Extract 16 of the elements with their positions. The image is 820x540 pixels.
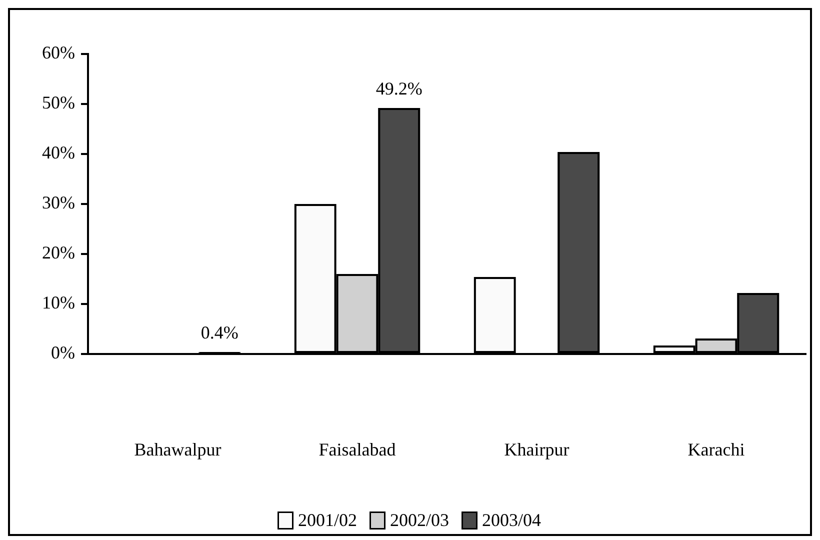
y-tick-label: 50% xyxy=(42,92,75,113)
y-tick-label: 10% xyxy=(42,292,75,313)
x-tick-label: Khairpur xyxy=(504,440,570,460)
legend-label: 2002/03 xyxy=(390,510,449,530)
y-tick-label: 0% xyxy=(50,342,75,363)
x-tick-label: Bahawalpur xyxy=(134,440,222,460)
data-label: 0.4% xyxy=(200,322,238,343)
data-label: 49.2% xyxy=(376,78,422,99)
y-tick-label: 20% xyxy=(42,242,75,263)
legend-label: 2001/02 xyxy=(298,510,357,530)
x-tick-label: Faisalabad xyxy=(318,440,396,460)
y-tick-label: 40% xyxy=(42,142,75,163)
legend-label: 2003/04 xyxy=(482,510,542,530)
y-tick-label: 60% xyxy=(42,42,75,63)
y-tick-label: 30% xyxy=(42,192,75,213)
x-tick-label: Karachi xyxy=(688,440,745,460)
